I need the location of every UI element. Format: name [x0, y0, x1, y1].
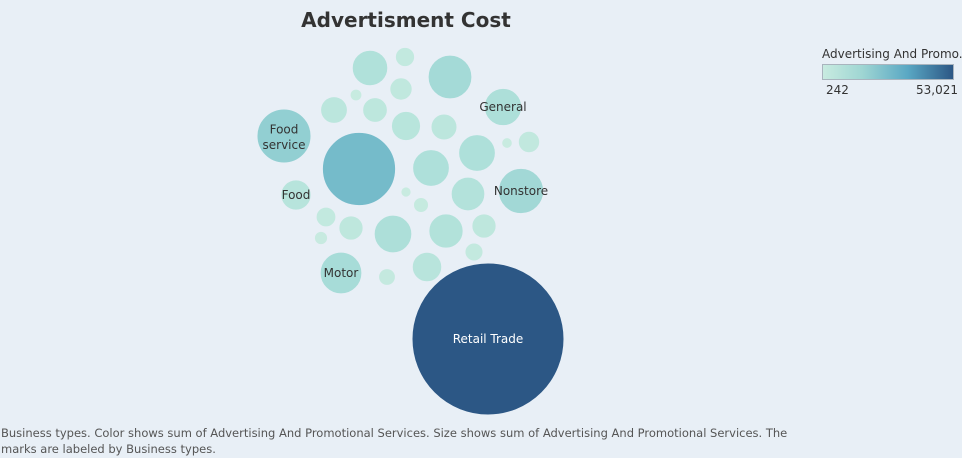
bubble-mark[interactable] [430, 113, 458, 141]
bubble-food-service[interactable] [256, 108, 312, 164]
bubble-mark[interactable] [427, 54, 473, 100]
bubble-label-retail-trade: Retail Trade [453, 332, 524, 346]
legend-min-label: 242 [826, 83, 849, 97]
bubble-mark[interactable] [390, 110, 422, 142]
chart-caption: Business types. Color shows sum of Adver… [1, 426, 788, 456]
bubble-mark[interactable] [412, 196, 430, 214]
bubble-label-nonstore: Nonstore [494, 184, 548, 198]
bubble-mark[interactable] [313, 230, 329, 246]
bubble-mark[interactable] [450, 176, 486, 212]
bubble-nonstore[interactable] [497, 167, 545, 215]
bubble-label-food: Food [282, 188, 311, 202]
bubble-mark[interactable] [517, 130, 541, 154]
bubble-retail-trade[interactable] [411, 262, 565, 416]
bubble-mark[interactable] [428, 213, 464, 249]
bubble-mark[interactable] [362, 97, 388, 123]
bubble-motor[interactable] [319, 251, 363, 295]
bubble-mark[interactable] [321, 131, 397, 207]
bubble-mark[interactable] [394, 46, 416, 68]
legend-color-ramp [822, 64, 954, 80]
bubble-mark[interactable] [471, 213, 497, 239]
bubble-mark[interactable] [464, 242, 484, 262]
legend-range: 242 53,021 [822, 83, 958, 97]
bubble-mark[interactable] [351, 49, 389, 87]
bubble-mark[interactable] [315, 206, 337, 228]
legend-max-label: 53,021 [916, 83, 958, 97]
bubble-mark[interactable] [338, 215, 364, 241]
bubble-mark[interactable] [349, 88, 363, 102]
legend-title: Advertising And Promo.. [822, 47, 962, 61]
bubble-mark[interactable] [400, 186, 412, 198]
bubble-mark[interactable] [501, 137, 513, 149]
bubble-general[interactable] [483, 87, 523, 127]
bubble-mark[interactable] [411, 251, 443, 283]
bubble-mark[interactable] [458, 134, 496, 172]
color-legend: Advertising And Promo.. 242 53,021 [822, 47, 962, 97]
bubble-mark[interactable] [389, 77, 413, 101]
bubble-mark[interactable] [412, 149, 450, 187]
bubble-food[interactable] [280, 179, 312, 211]
chart-title: Advertisment Cost [301, 8, 511, 32]
bubble-label-motor: Motor [324, 266, 359, 280]
bubble-label-food-service: Food service [263, 122, 306, 152]
bubble-label-general: General [479, 100, 526, 114]
bubble-mark[interactable] [320, 96, 348, 124]
bubble-mark[interactable] [378, 268, 396, 286]
bubble-mark[interactable] [373, 214, 413, 254]
